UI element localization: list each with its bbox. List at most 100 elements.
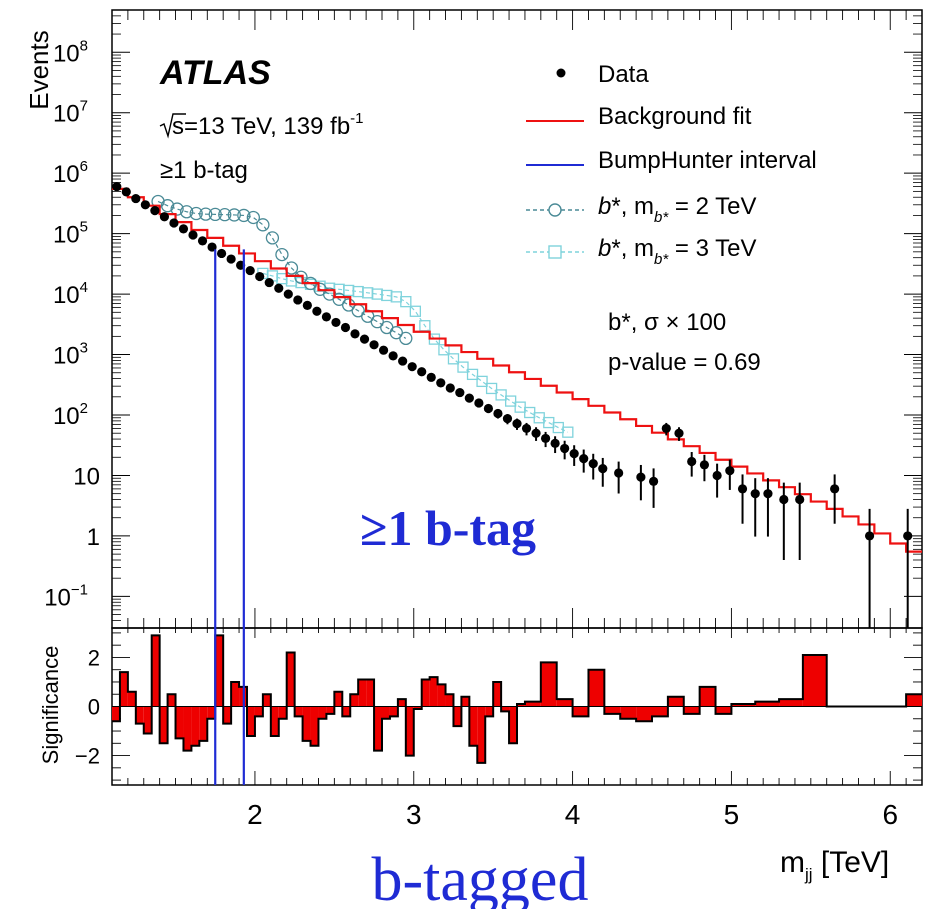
significance-bar bbox=[493, 681, 502, 707]
significance-bar bbox=[517, 704, 525, 707]
data-point bbox=[725, 466, 735, 476]
experiment-label: ATLAS bbox=[159, 54, 271, 92]
footer-caption: b-tagged bbox=[372, 846, 589, 909]
background-fit-step bbox=[112, 187, 922, 553]
main-y-tick-label: 103 bbox=[53, 340, 88, 370]
cross-section-annotation: b*, σ × 100 bbox=[608, 309, 726, 336]
main-y-tick-label: 108 bbox=[53, 37, 88, 67]
data-point bbox=[321, 312, 332, 322]
significance-bar bbox=[254, 706, 263, 717]
data-point bbox=[264, 277, 274, 288]
signal-3tev-marker bbox=[485, 382, 498, 395]
significance-bar bbox=[294, 706, 303, 717]
significance-bar bbox=[183, 706, 192, 751]
main-x-ticks bbox=[111, 10, 923, 628]
signal-2tev-marker bbox=[399, 331, 413, 346]
x-tick-label: 5 bbox=[724, 799, 740, 830]
data-point bbox=[763, 489, 773, 499]
legend-signal-3tev-marker bbox=[548, 245, 562, 259]
x-tick-label: 6 bbox=[882, 799, 898, 830]
data-point bbox=[531, 428, 541, 438]
sqrt-symbol bbox=[159, 113, 186, 139]
data-point bbox=[197, 236, 208, 246]
significance-bar bbox=[421, 679, 430, 707]
signal-3tev-line bbox=[262, 272, 569, 433]
significance-bar bbox=[278, 706, 287, 719]
legend-entry-signal-2tev: b*, mb* = 2 TeV bbox=[526, 193, 757, 226]
significance-bar bbox=[652, 706, 668, 717]
data-point bbox=[750, 489, 760, 499]
significance-bar bbox=[461, 696, 470, 707]
data-point bbox=[178, 224, 189, 234]
significance-bar bbox=[302, 706, 311, 741]
significance-bar bbox=[588, 669, 605, 707]
significance-bar bbox=[556, 699, 573, 707]
significance-bar bbox=[755, 701, 780, 707]
data-point bbox=[388, 351, 398, 361]
data-point bbox=[331, 317, 341, 328]
significance-bar bbox=[207, 706, 216, 719]
significance-bar bbox=[112, 706, 120, 722]
data-point bbox=[407, 362, 417, 372]
data-point bbox=[540, 433, 551, 444]
main-y-tick-label: 10 bbox=[73, 463, 100, 490]
big-selection-label: ≥1 b-tag bbox=[360, 500, 536, 556]
data-point bbox=[255, 271, 265, 282]
data-point bbox=[903, 531, 913, 541]
signal-2tev-marker bbox=[265, 231, 280, 245]
data-point bbox=[661, 423, 671, 434]
significance-bar bbox=[310, 706, 319, 746]
signal-3tev-marker bbox=[504, 395, 517, 407]
signal-2tev-marker bbox=[199, 207, 213, 221]
x-tick-label: 2 bbox=[247, 799, 263, 830]
data-point bbox=[302, 300, 312, 311]
significance-bar bbox=[802, 654, 827, 707]
data-point bbox=[560, 443, 570, 454]
signal-2tev-marker bbox=[170, 202, 184, 216]
significance-bar bbox=[247, 706, 255, 736]
selection-label: ≥1 b-tag bbox=[160, 157, 248, 184]
legend-entry-background-fit: Background fit bbox=[526, 103, 752, 130]
signal-2tev-marker bbox=[218, 208, 232, 222]
significance-bar bbox=[699, 686, 716, 707]
p-value-annotation: p-value = 0.69 bbox=[608, 349, 761, 376]
main-y-tick-label: 102 bbox=[53, 400, 88, 430]
data-points bbox=[112, 181, 913, 628]
signal-3tev-marker bbox=[476, 375, 488, 388]
data-point bbox=[474, 398, 484, 408]
significance-bar bbox=[334, 691, 343, 707]
significance-bar bbox=[151, 635, 160, 707]
signal-2tev-marker bbox=[208, 207, 222, 222]
significance-bar bbox=[667, 696, 684, 707]
ratio-y-tick-label: 0 bbox=[88, 695, 100, 720]
significance-bar bbox=[127, 691, 136, 707]
significance-bar bbox=[413, 706, 422, 709]
data-point bbox=[445, 383, 455, 393]
significance-bar bbox=[779, 699, 803, 707]
significance-bar bbox=[453, 706, 462, 727]
data-point bbox=[188, 230, 198, 240]
main-y-tick-label: 10−1 bbox=[44, 581, 88, 611]
main-y-tick-label: 106 bbox=[53, 158, 88, 188]
main-y-axis: 10−1 1 10 102 103 104 105 106 107 108 bbox=[44, 9, 922, 629]
x-axis-label: mjj [TeV] bbox=[780, 846, 889, 884]
significance-bar bbox=[358, 679, 367, 707]
data-point bbox=[795, 494, 805, 505]
svg-text:Background fit: Background fit bbox=[598, 103, 752, 130]
data-point bbox=[312, 306, 322, 316]
significance-bar bbox=[366, 679, 375, 707]
legend-entry-signal-3tev: b*, mb* = 3 TeV bbox=[526, 235, 757, 268]
data-point bbox=[293, 295, 303, 305]
data-point bbox=[369, 340, 379, 350]
legend-data-marker bbox=[556, 68, 566, 78]
svg-text:b*, mb* = 2 TeV: b*, mb* = 2 TeV bbox=[598, 193, 757, 226]
significance-bar bbox=[469, 706, 478, 746]
data-point bbox=[579, 454, 589, 464]
significance-bar bbox=[620, 706, 637, 719]
significance-bar bbox=[119, 672, 128, 707]
significance-bar bbox=[389, 706, 398, 717]
significance-bar bbox=[445, 694, 454, 707]
main-y-tick-label: 105 bbox=[53, 219, 88, 249]
data-point bbox=[614, 468, 624, 478]
